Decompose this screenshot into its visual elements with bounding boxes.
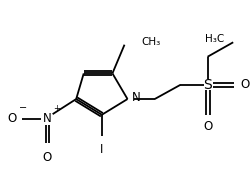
Text: H₃C: H₃C (204, 34, 223, 44)
Text: I: I (100, 143, 103, 156)
Text: CH₃: CH₃ (141, 37, 160, 47)
Text: S: S (202, 78, 211, 92)
Text: O: O (240, 78, 249, 91)
Text: −: − (18, 103, 26, 113)
Text: O: O (7, 112, 17, 125)
Text: O: O (202, 120, 211, 133)
Text: O: O (43, 151, 52, 164)
Text: N: N (43, 112, 52, 125)
Text: N: N (131, 91, 140, 104)
Text: +: + (53, 104, 60, 113)
